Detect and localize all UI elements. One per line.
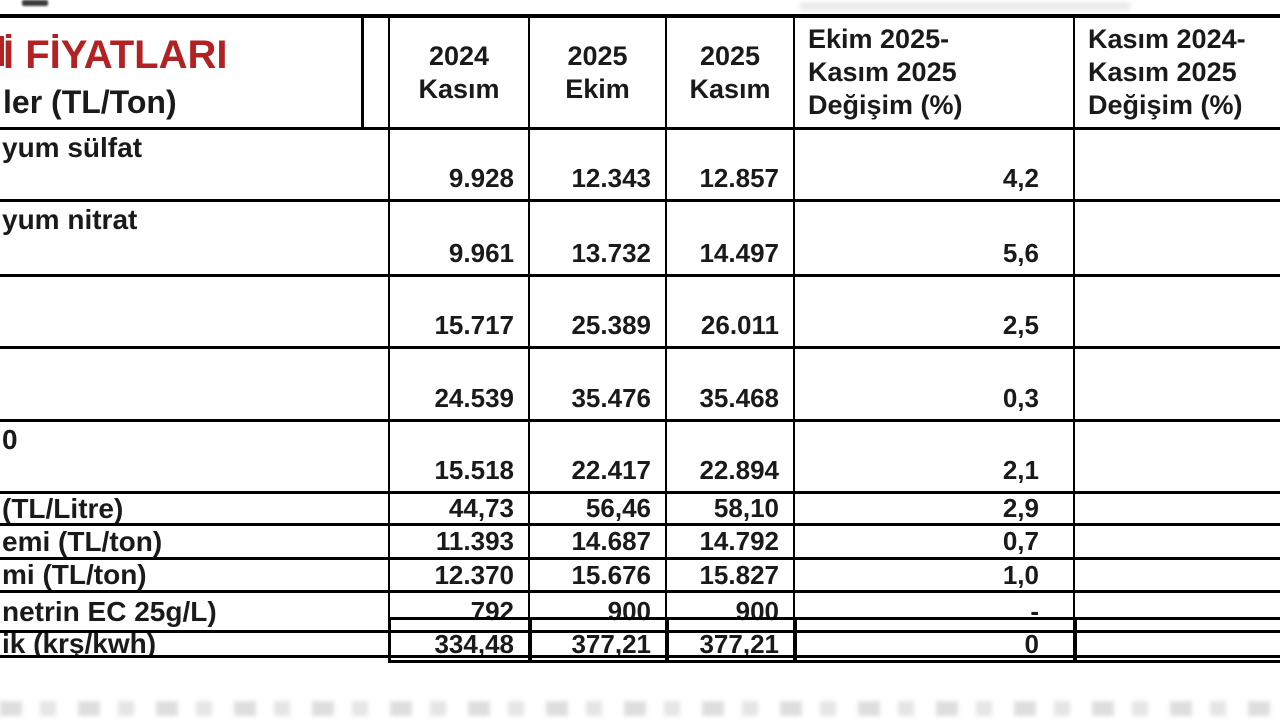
yearly-change xyxy=(1075,349,1280,419)
table-header-row: İ FİYATLARI ler (TL/Ton) 2024 Kasım 2025… xyxy=(0,18,1280,130)
product-row-highlighted: netrin EC 25g/L) 792 900 900 - xyxy=(0,593,1280,633)
price-2025-nov: 14.792 xyxy=(667,526,795,557)
yearly-change xyxy=(1075,593,1280,630)
product-label: yum sülfat xyxy=(0,130,390,199)
price-2025-oct: 14.687 xyxy=(530,526,667,557)
product-row: yum sülfat 9.928 12.343 12.857 4,2 xyxy=(0,130,1280,202)
product-label: (TL/Litre) xyxy=(0,494,390,523)
product-label: netrin EC 25g/L) xyxy=(0,593,390,630)
price-2025-nov: 26.011 xyxy=(667,277,795,346)
monthly-change: 2,5 xyxy=(795,277,1075,346)
product-row: ik (krş/kwh) 334,48 377,21 377,21 0 xyxy=(0,633,1280,658)
cropped-text-artifact-top xyxy=(22,0,48,6)
price-2025-oct: 35.476 xyxy=(530,349,667,419)
price-2025-oct: 13.732 xyxy=(530,202,667,274)
product-label: 0 xyxy=(0,422,390,491)
price-2025-oct: 56,46 xyxy=(530,494,667,523)
yearly-change xyxy=(1075,494,1280,523)
yearly-change xyxy=(1075,526,1280,557)
product-row: (TL/Litre) 44,73 56,46 58,10 2,9 xyxy=(0,494,1280,526)
product-label: ik (krş/kwh) xyxy=(0,633,390,655)
col-header-2024-nov: 2024 Kasım xyxy=(390,18,530,127)
price-2024-nov: 24.539 xyxy=(390,349,530,419)
price-2024-nov: 12.370 xyxy=(390,560,530,590)
price-2024-nov: 9.961 xyxy=(390,202,530,274)
product-row: 0 15.518 22.417 22.894 2,1 xyxy=(0,422,1280,494)
monthly-change: 0,3 xyxy=(795,349,1075,419)
price-2025-oct: 22.417 xyxy=(530,422,667,491)
product-label xyxy=(0,349,390,419)
price-2025-nov: 377,21 xyxy=(667,633,795,655)
price-2025-oct: 377,21 xyxy=(530,633,667,655)
cropped-text-artifact-bottom xyxy=(0,701,1280,716)
product-label xyxy=(0,277,390,346)
price-2024-nov: 15.518 xyxy=(390,422,530,491)
monthly-change: 4,2 xyxy=(795,130,1075,199)
col-header-2025-nov: 2025 Kasım xyxy=(667,18,795,127)
monthly-change: 1,0 xyxy=(795,560,1075,590)
product-row: mi (TL/ton) 12.370 15.676 15.827 1,0 xyxy=(0,560,1280,593)
price-2024-nov: 9.928 xyxy=(390,130,530,199)
price-2025-oct: 900 xyxy=(530,593,667,630)
price-2024-nov: 11.393 xyxy=(390,526,530,557)
price-2025-nov: 12.857 xyxy=(667,130,795,199)
price-2025-nov: 900 xyxy=(667,593,795,630)
col-header-yearly-change: Kasım 2024- Kasım 2025 Değişim (%) xyxy=(1075,18,1280,127)
yearly-change xyxy=(1075,560,1280,590)
product-row: yum nitrat 9.961 13.732 14.497 5,6 xyxy=(0,202,1280,277)
price-2024-nov: 44,73 xyxy=(390,494,530,523)
monthly-change: 0 xyxy=(795,633,1075,655)
price-2025-oct: 12.343 xyxy=(530,130,667,199)
monthly-change: - xyxy=(795,593,1075,630)
cropped-text-artifact-top-right xyxy=(800,2,1130,11)
monthly-change: 0,7 xyxy=(795,526,1075,557)
product-row: emi (TL/ton) 11.393 14.687 14.792 0,7 xyxy=(0,526,1280,560)
product-row: 15.717 25.389 26.011 2,5 xyxy=(0,277,1280,349)
monthly-change: 2,1 xyxy=(795,422,1075,491)
yearly-change xyxy=(1075,202,1280,274)
price-2025-nov: 15.827 xyxy=(667,560,795,590)
table-title: İ FİYATLARI xyxy=(3,33,228,77)
monthly-change: 2,9 xyxy=(795,494,1075,523)
price-2025-nov: 35.468 xyxy=(667,349,795,419)
product-label: emi (TL/ton) xyxy=(0,526,390,557)
price-2025-nov: 22.894 xyxy=(667,422,795,491)
col-header-monthly-change: Ekim 2025- Kasım 2025 Değişim (%) xyxy=(795,18,1075,127)
price-2024-nov: 792 xyxy=(390,593,530,630)
price-table: İ FİYATLARI ler (TL/Ton) 2024 Kasım 2025… xyxy=(0,14,1280,658)
price-2024-nov: 15.717 xyxy=(390,277,530,346)
product-label: mi (TL/ton) xyxy=(0,560,390,590)
yearly-change xyxy=(1075,633,1280,655)
col-header-2025-oct: 2025 Ekim xyxy=(530,18,667,127)
monthly-change: 5,6 xyxy=(795,202,1075,274)
price-2025-oct: 15.676 xyxy=(530,560,667,590)
yearly-change xyxy=(1075,130,1280,199)
yearly-change xyxy=(1075,422,1280,491)
price-2025-nov: 14.497 xyxy=(667,202,795,274)
price-2025-nov: 58,10 xyxy=(667,494,795,523)
product-label: yum nitrat xyxy=(0,202,390,274)
product-row: 24.539 35.476 35.468 0,3 xyxy=(0,349,1280,422)
price-2025-oct: 25.389 xyxy=(530,277,667,346)
price-2024-nov: 334,48 xyxy=(390,633,530,655)
yearly-change xyxy=(1075,277,1280,346)
table-title-cell: İ FİYATLARI ler (TL/Ton) xyxy=(0,18,390,127)
cropped-letter-fragment xyxy=(0,36,4,66)
table-subtitle: ler (TL/Ton) xyxy=(3,84,177,120)
